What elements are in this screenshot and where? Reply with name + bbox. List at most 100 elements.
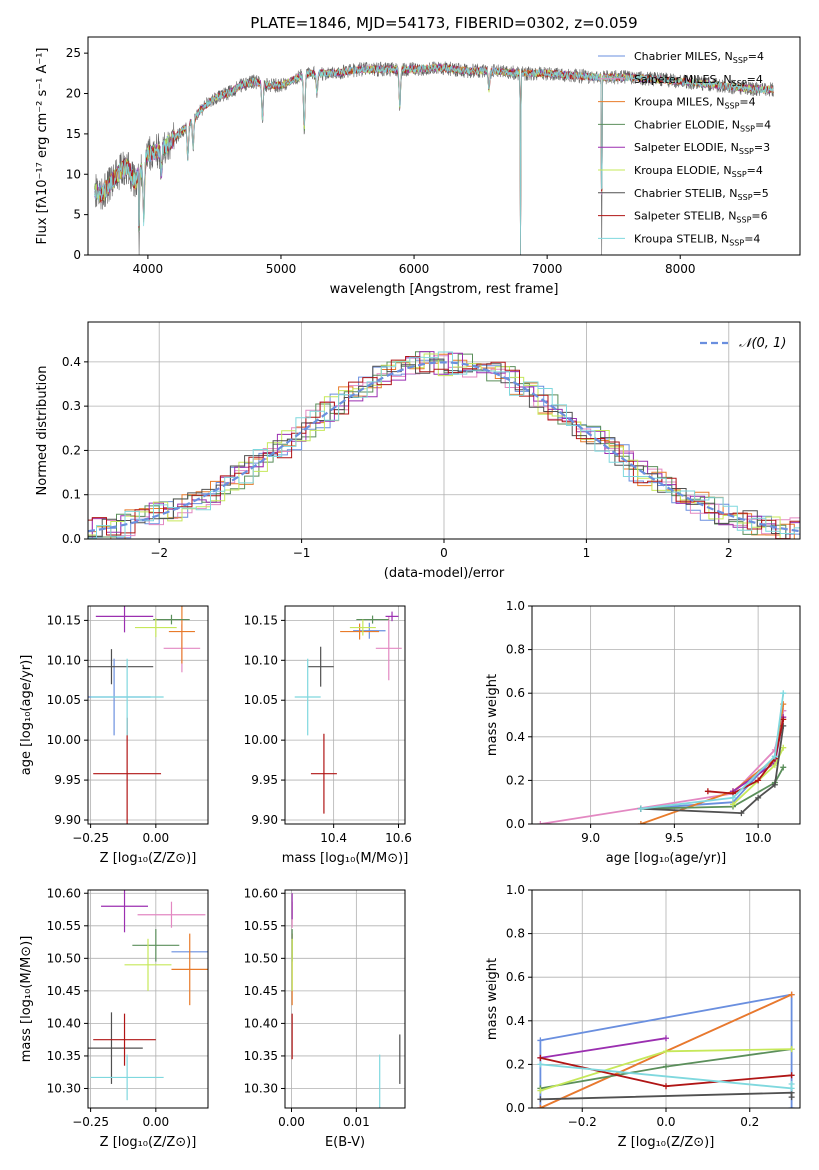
axes-frame: −0.25 0.00 9.90 9.95 10.00 10.05 10.10 10.15 Z [… bbox=[19, 605, 209, 866]
y-tick-label: 10.55 bbox=[47, 919, 81, 933]
mass-weight-marker bbox=[637, 821, 644, 824]
y-tick-label: 0 bbox=[73, 248, 81, 262]
x-tick-label: 10.4 bbox=[320, 831, 347, 845]
residual-histogram bbox=[88, 355, 800, 539]
x-tick-label: 0.0 bbox=[656, 1115, 675, 1129]
mass-weight-marker bbox=[663, 1035, 669, 1042]
x-tick-label: 0.01 bbox=[343, 1115, 370, 1129]
plot-area bbox=[291, 893, 401, 1108]
error-bar-point bbox=[124, 938, 172, 991]
y-tick-label: 0.8 bbox=[506, 643, 525, 657]
mass-weight-marker bbox=[755, 794, 762, 801]
x-tick-label: 4000 bbox=[133, 262, 164, 276]
mass-weight-marker bbox=[788, 1094, 795, 1101]
mass-weight-marker bbox=[537, 1037, 544, 1044]
mass-weight-marker bbox=[780, 764, 787, 771]
error-bar-point bbox=[353, 622, 386, 639]
grid bbox=[285, 606, 405, 824]
y-tick-label: 10.35 bbox=[244, 1049, 278, 1063]
error-bar-point bbox=[310, 733, 337, 814]
spectrum-line bbox=[94, 63, 774, 254]
mass-weight-marker bbox=[663, 1048, 669, 1055]
x-tick-label: 2 bbox=[725, 546, 733, 560]
legend: 𝒩(0, 1) bbox=[700, 336, 786, 351]
y-tick-label: 0.4 bbox=[62, 355, 81, 369]
y-tick-label: 20 bbox=[66, 87, 81, 101]
y-tick-label: 1.0 bbox=[506, 599, 525, 613]
error-bar-point bbox=[168, 606, 195, 664]
x-axis-label: Z [log₁₀(Z/Z⊙)] bbox=[100, 1135, 197, 1150]
y-tick-label: 0.2 bbox=[506, 773, 525, 787]
y-tick-label: 0.6 bbox=[506, 686, 525, 700]
figure-title: PLATE=1846, MJD=54173, FIBERID=0302, z=0… bbox=[250, 14, 637, 32]
mass-weight-line bbox=[640, 766, 785, 810]
mass-weight-marker bbox=[704, 788, 711, 795]
mass-vs-metallicity-panel: −0.25 0.00 10.30 10.35 10.40 10.45 10.50 10.55 1… bbox=[19, 886, 209, 1150]
axes-frame: 9.0 9.5 10.0 0.0 0.2 0.4 0.6 0.8 1.0 age [log₁₀(a… bbox=[485, 599, 801, 866]
grid bbox=[285, 890, 405, 1108]
y-tick-label: 0.2 bbox=[506, 1057, 525, 1071]
y-tick-label: 0.0 bbox=[506, 817, 525, 831]
plot-area bbox=[537, 991, 795, 1108]
mass-weight-marker bbox=[537, 821, 544, 824]
mass-weight-marker bbox=[771, 753, 778, 760]
residual-histogram bbox=[88, 351, 800, 539]
legend-entry: Salpeter MILES, NSSP=4 bbox=[634, 73, 763, 88]
mass-weight-line bbox=[540, 1037, 667, 1059]
y-tick-label: 10.30 bbox=[47, 1081, 81, 1095]
x-axis-label: Z [log₁₀(Z/Z⊙)] bbox=[618, 1135, 715, 1150]
y-tick-label: 10.45 bbox=[47, 984, 81, 998]
error-bar-point bbox=[153, 614, 190, 625]
legend-entry: Chabrier STELIB, NSSP=5 bbox=[634, 187, 769, 202]
error-bar-point bbox=[90, 658, 164, 736]
normal-reference-curve bbox=[88, 361, 800, 533]
x-axis-label: mass [log₁₀(M/M⊙)] bbox=[282, 851, 409, 866]
y-tick-label: 10.00 bbox=[47, 733, 81, 747]
y-axis-label: Flux [fλ10⁻¹⁷ erg cm⁻² s⁻¹ A⁻¹] bbox=[35, 48, 50, 245]
x-tick-label: 9.5 bbox=[665, 831, 684, 845]
plot-area bbox=[94, 61, 774, 255]
y-axis-label: mass weight bbox=[485, 674, 500, 756]
spectrum-line bbox=[94, 64, 774, 255]
x-tick-label: −1 bbox=[293, 546, 311, 560]
y-tick-label: 10.00 bbox=[244, 733, 278, 747]
error-bar-point bbox=[90, 1054, 164, 1101]
y-tick-label: 9.95 bbox=[251, 773, 278, 787]
plot-area bbox=[294, 611, 402, 814]
y-tick-label: 10.50 bbox=[47, 951, 81, 965]
y-tick-label: 10.15 bbox=[47, 613, 81, 627]
x-tick-label: 0.00 bbox=[142, 831, 169, 845]
y-tick-label: 9.90 bbox=[251, 813, 278, 827]
residual-histogram bbox=[88, 356, 800, 539]
y-tick-label: 5 bbox=[73, 208, 81, 222]
x-tick-label: 1 bbox=[583, 546, 591, 560]
mass-weight-marker bbox=[537, 1096, 544, 1103]
y-tick-label: 10.60 bbox=[244, 886, 278, 900]
y-tick-label: 1.0 bbox=[506, 883, 525, 897]
y-tick-label: 0.6 bbox=[506, 970, 525, 984]
mass-weight-marker bbox=[780, 744, 787, 751]
mass-weight-marker bbox=[771, 781, 778, 788]
y-tick-label: 9.95 bbox=[54, 773, 81, 787]
mass-weight-marker bbox=[788, 1105, 795, 1108]
x-tick-label: 0.2 bbox=[740, 1115, 759, 1129]
spectrum-line bbox=[94, 63, 774, 252]
mass-weight-marker bbox=[788, 1072, 795, 1079]
spectrum-line bbox=[94, 63, 774, 253]
error-bar-point bbox=[356, 615, 389, 624]
residual-histogram bbox=[88, 358, 800, 539]
spectrum-line bbox=[94, 63, 774, 254]
mass-weight-marker bbox=[780, 716, 787, 723]
mass-weight-marker bbox=[755, 777, 762, 784]
y-tick-label: 10.35 bbox=[47, 1049, 81, 1063]
mass-weight-marker bbox=[537, 1054, 544, 1061]
y-axis-label: Normed distribution bbox=[35, 366, 50, 496]
y-tick-label: 0.0 bbox=[62, 532, 81, 546]
y-tick-label: 9.90 bbox=[54, 813, 81, 827]
weight-vs-age-panel: 9.0 9.5 10.0 0.0 0.2 0.4 0.6 0.8 1.0 age [log₁₀(a… bbox=[485, 599, 801, 866]
y-axis-label: age [log₁₀(age/yr)] bbox=[19, 655, 34, 776]
legend-entry: Kroupa MILES, NSSP=4 bbox=[634, 96, 756, 111]
y-tick-label: 0.3 bbox=[62, 399, 81, 413]
error-bar-point bbox=[132, 929, 180, 962]
grid bbox=[88, 606, 208, 824]
